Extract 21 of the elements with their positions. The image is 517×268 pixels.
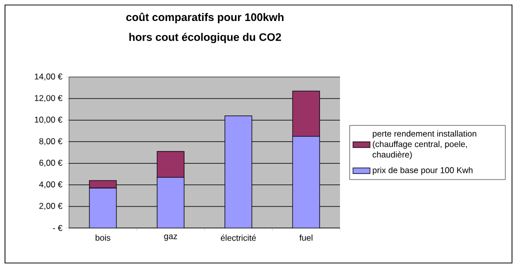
x-tick-label: gaz	[164, 234, 178, 241]
bar	[292, 136, 320, 228]
y-tick-label: 2,00 €	[39, 202, 62, 210]
x-tick-label: bois	[96, 234, 110, 241]
x-tick-label: électricité	[220, 234, 256, 241]
legend-label: perte rendement installation (chauffage central, poele, chaudière)	[372, 130, 476, 160]
y-tick-label: 10,00 €	[34, 116, 62, 124]
x-tick-label: fuel	[299, 234, 312, 241]
bar	[156, 151, 184, 178]
chart-title: coût comparatifs pour 100kwh	[126, 12, 284, 24]
legend-label: prix de base pour 100 Kwh	[372, 166, 472, 175]
y-tick-label: 12,00 €	[34, 95, 62, 102]
bar	[89, 188, 117, 228]
bar	[156, 177, 184, 228]
y-tick-label: 8,00 €	[39, 138, 62, 146]
y-tick-label: 14,00 €	[34, 74, 62, 80]
y-tick-label: 4,00 €	[39, 181, 62, 188]
bar	[224, 116, 252, 228]
chart-subtitle: hors cout écologique du CO2	[129, 32, 281, 44]
y-tick-label: - €	[52, 225, 62, 231]
y-tick-label: 6,00 €	[39, 160, 62, 167]
